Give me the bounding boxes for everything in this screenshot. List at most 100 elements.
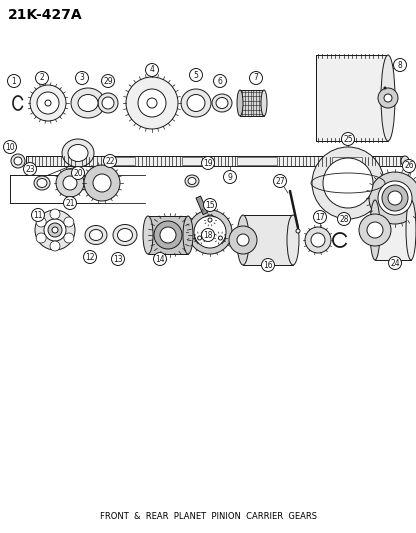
- Circle shape: [312, 147, 384, 219]
- Text: 1: 1: [12, 77, 16, 85]
- Circle shape: [138, 89, 166, 117]
- Circle shape: [104, 155, 116, 167]
- Ellipse shape: [185, 175, 199, 187]
- Circle shape: [305, 227, 331, 253]
- Ellipse shape: [237, 90, 243, 116]
- Ellipse shape: [71, 88, 105, 118]
- Circle shape: [11, 154, 25, 168]
- Circle shape: [342, 133, 354, 146]
- Circle shape: [388, 191, 402, 205]
- Ellipse shape: [68, 144, 88, 161]
- Circle shape: [337, 213, 351, 225]
- Ellipse shape: [216, 98, 228, 109]
- Circle shape: [378, 88, 398, 108]
- Text: 24: 24: [390, 259, 400, 268]
- Bar: [196, 196, 208, 215]
- Text: 13: 13: [113, 254, 123, 263]
- Circle shape: [75, 71, 89, 85]
- Circle shape: [84, 165, 120, 201]
- Ellipse shape: [34, 176, 50, 190]
- Circle shape: [369, 172, 416, 224]
- Circle shape: [35, 210, 75, 250]
- Bar: [148, 216, 188, 254]
- Text: 23: 23: [25, 165, 35, 174]
- Circle shape: [45, 100, 51, 106]
- Text: 12: 12: [85, 253, 95, 262]
- Circle shape: [273, 174, 287, 188]
- Circle shape: [36, 217, 46, 227]
- Ellipse shape: [85, 225, 107, 245]
- Circle shape: [37, 92, 59, 114]
- Circle shape: [213, 75, 226, 87]
- Ellipse shape: [401, 156, 409, 166]
- Circle shape: [323, 158, 373, 208]
- Circle shape: [311, 233, 325, 247]
- Circle shape: [84, 251, 97, 263]
- Circle shape: [389, 256, 401, 270]
- Text: 11: 11: [33, 211, 43, 220]
- Circle shape: [63, 176, 77, 190]
- Circle shape: [154, 253, 166, 265]
- Circle shape: [218, 236, 223, 240]
- Circle shape: [72, 166, 84, 180]
- Text: 16: 16: [263, 261, 273, 270]
- Circle shape: [48, 223, 62, 237]
- Ellipse shape: [212, 94, 232, 112]
- Circle shape: [35, 71, 49, 85]
- Text: 8: 8: [398, 61, 402, 69]
- Circle shape: [215, 233, 225, 243]
- Text: 6: 6: [218, 77, 223, 85]
- Circle shape: [126, 77, 178, 129]
- Circle shape: [32, 208, 45, 222]
- Circle shape: [56, 169, 84, 197]
- Ellipse shape: [381, 55, 395, 141]
- Text: 29: 29: [103, 77, 113, 85]
- Circle shape: [50, 241, 60, 251]
- Circle shape: [146, 63, 158, 77]
- Bar: [26, 156, 405, 166]
- Bar: [375, 200, 411, 260]
- Bar: [182, 157, 202, 165]
- Circle shape: [190, 69, 203, 82]
- Circle shape: [3, 141, 17, 154]
- Circle shape: [111, 253, 124, 265]
- Bar: [316, 55, 388, 141]
- Circle shape: [147, 98, 157, 108]
- Circle shape: [50, 209, 60, 219]
- Circle shape: [98, 93, 118, 113]
- Ellipse shape: [370, 200, 380, 260]
- Circle shape: [250, 71, 262, 85]
- Circle shape: [205, 215, 215, 225]
- Circle shape: [64, 197, 77, 209]
- Ellipse shape: [406, 200, 416, 260]
- Text: 22: 22: [105, 157, 115, 166]
- Circle shape: [359, 214, 391, 246]
- Ellipse shape: [62, 139, 94, 167]
- Ellipse shape: [113, 224, 137, 246]
- Circle shape: [195, 233, 205, 243]
- Ellipse shape: [287, 215, 299, 265]
- Circle shape: [102, 97, 114, 109]
- Text: 21: 21: [65, 198, 75, 207]
- Ellipse shape: [261, 90, 267, 116]
- Circle shape: [367, 222, 383, 238]
- Circle shape: [36, 233, 46, 243]
- Ellipse shape: [181, 89, 211, 117]
- Circle shape: [378, 181, 412, 215]
- Text: 21K-427A: 21K-427A: [8, 8, 83, 22]
- Bar: [243, 215, 293, 265]
- Circle shape: [102, 75, 114, 87]
- Ellipse shape: [78, 94, 98, 111]
- Circle shape: [314, 211, 327, 223]
- Circle shape: [382, 185, 408, 211]
- Text: 5: 5: [193, 70, 198, 79]
- Ellipse shape: [183, 216, 193, 254]
- Text: 18: 18: [203, 230, 213, 239]
- Text: 7: 7: [254, 74, 258, 83]
- Circle shape: [194, 216, 226, 248]
- Text: 17: 17: [315, 213, 325, 222]
- Circle shape: [296, 229, 300, 233]
- Circle shape: [154, 221, 182, 249]
- Circle shape: [188, 210, 232, 254]
- Circle shape: [52, 227, 58, 233]
